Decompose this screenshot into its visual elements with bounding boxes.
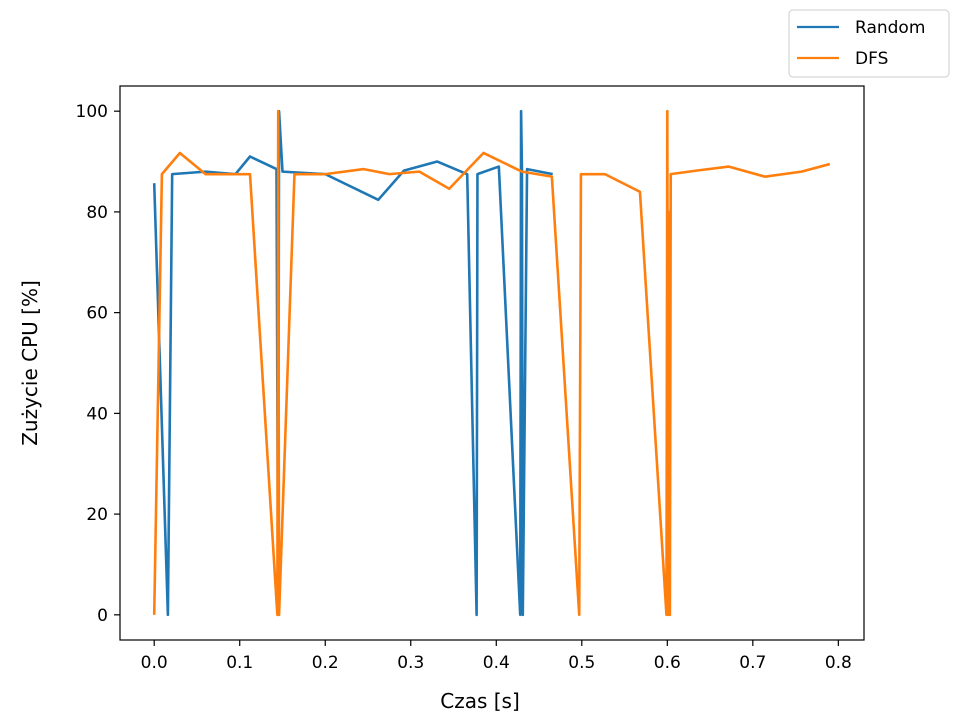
x-axis: 0.0 0.1 0.2 0.3 0.4 0.5 0.6 0.7 0.8 xyxy=(141,640,852,673)
x-tick-label: 0.5 xyxy=(568,653,595,673)
legend: Random DFS xyxy=(788,9,950,78)
x-tick-label: 0.7 xyxy=(739,653,766,673)
y-tick-label: 80 xyxy=(86,203,108,223)
y-axis: 0 20 40 60 80 100 xyxy=(76,102,120,626)
x-tick-label: 0.0 xyxy=(141,653,168,673)
series-layer xyxy=(152,109,831,617)
y-tick-label: 0 xyxy=(97,606,108,626)
legend-label-random: Random xyxy=(855,18,925,38)
x-tick-label: 0.8 xyxy=(825,653,852,673)
legend-label-dfs: DFS xyxy=(855,49,888,69)
y-tick-label: 20 xyxy=(86,505,108,525)
x-tick-label: 0.1 xyxy=(226,653,253,673)
x-tick-label: 0.3 xyxy=(397,653,424,673)
y-tick-label: 60 xyxy=(86,304,108,324)
x-tick-label: 0.6 xyxy=(654,653,681,673)
series-line-dfs xyxy=(152,109,831,617)
y-axis-label: Zużycie CPU [%] xyxy=(18,280,42,446)
x-tick-label: 0.2 xyxy=(312,653,339,673)
y-tick-label: 100 xyxy=(76,102,108,122)
x-axis-label: Czas [s] xyxy=(440,689,520,713)
y-tick-label: 40 xyxy=(86,404,108,424)
x-tick-label: 0.4 xyxy=(483,653,510,673)
plot-frame xyxy=(119,85,865,641)
